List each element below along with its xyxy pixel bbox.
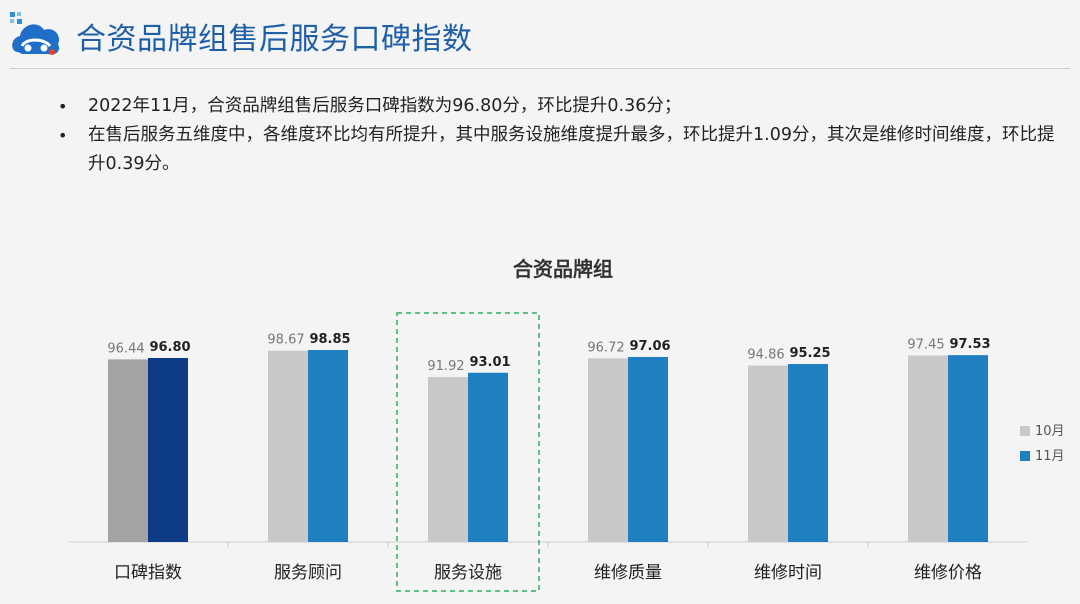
summary-list: 2022年11月，合资品牌组售后服务口碑指数为96.80分，环比提升0.36分；…: [54, 92, 1070, 179]
legend: 10月 11月: [1020, 424, 1065, 464]
category-label: 口碑指数: [114, 563, 182, 583]
data-label: 98.85: [309, 332, 350, 347]
data-label: 98.67: [267, 333, 304, 348]
header-divider: [10, 68, 1070, 69]
bar-nov: [628, 356, 668, 542]
bar-nov: [948, 355, 988, 542]
bar-nov: [788, 364, 828, 542]
plot-area: 96.44 96.80 口碑指数 98.67 98.85 服务顾问 91.92 93.01 服务…: [68, 312, 1028, 592]
data-label: 97.53: [949, 337, 990, 352]
bar-nov: [468, 372, 508, 542]
category-label: 服务顾问: [274, 563, 342, 583]
page-title: 合资品牌组售后服务口碑指数: [76, 22, 473, 57]
bar-oct: [428, 377, 468, 542]
bar-oct: [588, 358, 628, 542]
legend-label: 11月: [1035, 449, 1065, 464]
highlight-box: [396, 312, 540, 592]
bar-oct: [268, 350, 308, 542]
bar-oct: [748, 365, 788, 542]
data-label: 96.80: [149, 340, 190, 355]
data-label: 96.44: [107, 341, 144, 356]
data-label: 96.72: [587, 340, 624, 355]
bar-oct: [108, 359, 148, 542]
category-label: 维修质量: [594, 563, 662, 583]
data-label: 97.45: [907, 337, 944, 352]
header: 合资品牌组售后服务口碑指数: [0, 0, 1080, 72]
legend-label: 10月: [1035, 424, 1065, 439]
summary-item: 2022年11月，合资品牌组售后服务口碑指数为96.80分，环比提升0.36分；: [54, 92, 1070, 121]
category-label: 维修价格: [914, 563, 982, 583]
bar-oct: [908, 355, 948, 542]
category-label: 服务设施: [434, 563, 502, 583]
summary-item: 在售后服务五维度中，各维度环比均有所提升，其中服务设施维度提升最多，环比提升1.…: [54, 121, 1070, 179]
data-label: 93.01: [469, 355, 510, 370]
category-label: 维修时间: [754, 563, 822, 583]
legend-swatch: [1020, 426, 1030, 436]
data-label: 94.86: [747, 348, 784, 363]
bar-nov: [148, 357, 188, 542]
chart-title: 合资品牌组: [513, 257, 613, 281]
data-label: 95.25: [789, 346, 830, 361]
legend-swatch: [1020, 451, 1030, 461]
data-label: 97.06: [629, 339, 670, 354]
data-label: 91.92: [427, 359, 464, 374]
bar-nov: [308, 350, 348, 542]
car-cloud-logo-icon: [10, 12, 60, 55]
